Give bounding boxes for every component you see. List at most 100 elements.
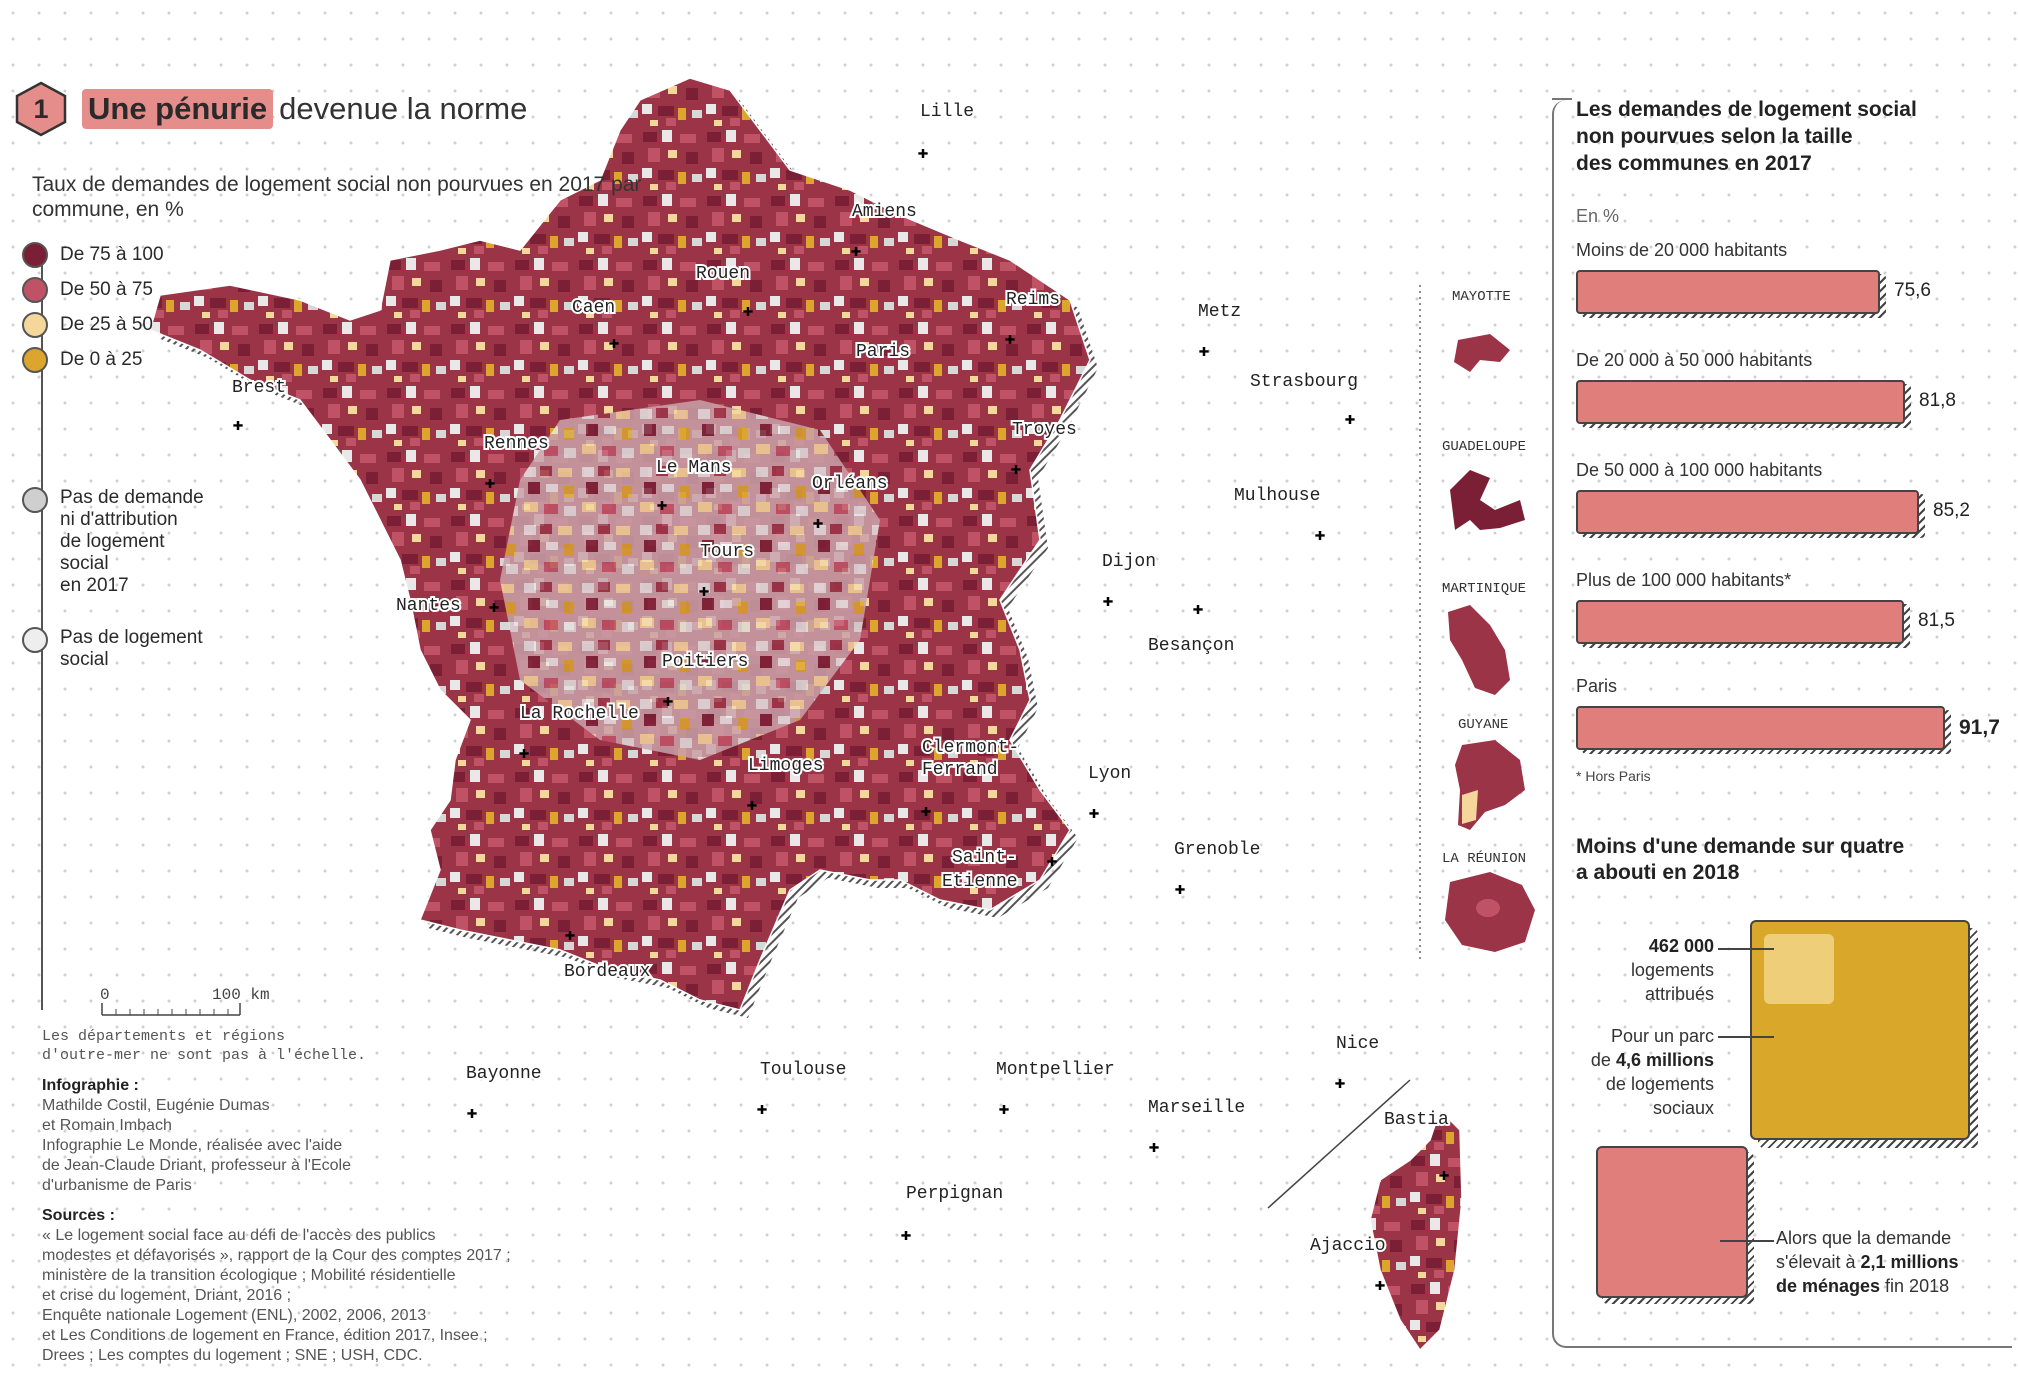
svg-text:Clermont-: Clermont- bbox=[922, 738, 1019, 758]
connector-attributed bbox=[1718, 948, 1774, 950]
attributed-label: 462 000 logements attribués bbox=[1630, 936, 1714, 1004]
city-strasbourg: Strasbourg ✚ bbox=[1248, 370, 1360, 430]
bars-unit: En % bbox=[1576, 206, 1620, 226]
svg-text:Etienne: Etienne bbox=[942, 872, 1018, 892]
overseas-guadeloupe: GUADELOUPE bbox=[1442, 439, 1526, 455]
svg-text:100 km: 100 km bbox=[212, 986, 270, 1004]
overseas-martinique: MARTINIQUE bbox=[1442, 581, 1526, 597]
svg-text:Rennes: Rennes bbox=[484, 434, 549, 454]
chart-number-badge: 1 bbox=[14, 81, 68, 137]
city-saint-etienne: Saint- Etienne ✚ bbox=[940, 846, 1058, 894]
bar-value-label: 81,8 bbox=[1919, 390, 1956, 411]
svg-text:✚: ✚ bbox=[485, 474, 496, 494]
city-rennes: Rennes ✚ bbox=[482, 432, 551, 494]
svg-text:Strasbourg: Strasbourg bbox=[1250, 372, 1358, 392]
attributed-square bbox=[1764, 934, 1834, 1004]
city-paris: Paris bbox=[854, 340, 912, 364]
svg-text:Reims: Reims bbox=[1006, 290, 1060, 310]
title-highlight: Une pénurie bbox=[82, 89, 274, 129]
svg-text:Marseille: Marseille bbox=[1148, 1098, 1245, 1118]
svg-text:Lille: Lille bbox=[920, 102, 974, 122]
city-metz: Metz ✚ bbox=[1196, 300, 1243, 362]
legend-swatch bbox=[22, 312, 48, 338]
svg-text:Toulouse: Toulouse bbox=[760, 1060, 846, 1080]
svg-text:Amiens: Amiens bbox=[852, 202, 917, 222]
city-markers: Lille ✚ Amiens ✚ Rouen ✚ Caen ✚ Reims ✚ Metz ✚… bbox=[230, 100, 1451, 1296]
bar bbox=[1576, 490, 1919, 534]
guadeloupe-shape bbox=[1450, 470, 1525, 530]
svg-text:Nantes: Nantes bbox=[396, 596, 461, 616]
svg-text:Mulhouse: Mulhouse bbox=[1234, 486, 1320, 506]
svg-text:Bayonne: Bayonne bbox=[466, 1064, 542, 1084]
svg-text:✚: ✚ bbox=[609, 334, 620, 354]
bar-category-label: De 20 000 à 50 000 habitants bbox=[1576, 350, 1813, 370]
svg-text:✚: ✚ bbox=[1199, 342, 1210, 362]
svg-text:✚: ✚ bbox=[1089, 804, 1100, 824]
svg-text:Ajaccio: Ajaccio bbox=[1310, 1236, 1386, 1256]
city-grenoble: Grenoble ✚ bbox=[1172, 838, 1262, 900]
svg-text:Poitiers: Poitiers bbox=[662, 652, 748, 672]
city-bayonne: Bayonne ✚ bbox=[464, 1062, 544, 1124]
svg-text:✚: ✚ bbox=[233, 416, 244, 436]
svg-text:Tours: Tours bbox=[700, 542, 754, 562]
legend-swatch bbox=[22, 242, 48, 268]
overseas-mayotte: MAYOTTE bbox=[1452, 289, 1511, 305]
city-toulouse: Toulouse ✚ bbox=[757, 1058, 849, 1120]
svg-text:✚: ✚ bbox=[1005, 330, 1016, 350]
city-dijon: Dijon ✚ bbox=[1100, 550, 1158, 612]
city-mulhouse: Mulhouse ✚ bbox=[1232, 484, 1326, 546]
svg-text:Troyes: Troyes bbox=[1012, 420, 1077, 440]
svg-text:Brest: Brest bbox=[232, 378, 286, 398]
city-orleans: Orléans ✚ bbox=[810, 472, 890, 534]
mayotte-shape bbox=[1454, 334, 1510, 372]
france-map: MAYOTTE GUADELOUPE MARTINIQUE GUYANE LA … bbox=[149, 77, 1535, 1352]
svg-text:Dijon: Dijon bbox=[1102, 552, 1156, 572]
svg-text:✚: ✚ bbox=[489, 598, 500, 618]
svg-text:✚: ✚ bbox=[918, 144, 929, 164]
bar-category-label: Paris bbox=[1576, 676, 1618, 696]
city-tours: Tours ✚ bbox=[698, 540, 756, 602]
bar bbox=[1576, 600, 1904, 644]
bar-category-label: Plus de 100 000 habitants* bbox=[1576, 570, 1792, 590]
bar-category-label: De 50 000 à 100 000 habitants bbox=[1576, 460, 1823, 480]
city-bastia: Bastia ✚ bbox=[1382, 1108, 1451, 1186]
demand-square bbox=[1596, 1146, 1748, 1298]
svg-text:Nice: Nice bbox=[1336, 1034, 1379, 1054]
connector-stock bbox=[1718, 1036, 1774, 1038]
scale-note: Les départements et régions d'outre-mer … bbox=[42, 1028, 367, 1064]
svg-text:Bastia: Bastia bbox=[1384, 1110, 1449, 1130]
svg-text:✚: ✚ bbox=[921, 802, 932, 822]
svg-text:Saint-: Saint- bbox=[952, 848, 1017, 868]
city-montpellier: Montpellier ✚ bbox=[994, 1058, 1117, 1120]
svg-text:✚: ✚ bbox=[657, 496, 668, 516]
city-ajaccio: Ajaccio ✚ bbox=[1308, 1234, 1388, 1296]
bars-title: Les demandes de logement social non pour… bbox=[1576, 98, 1917, 175]
bar-value-label: 75,6 bbox=[1894, 280, 1931, 301]
svg-text:✚: ✚ bbox=[565, 926, 576, 946]
legend-swatch bbox=[22, 487, 48, 513]
svg-text:Montpellier: Montpellier bbox=[996, 1060, 1115, 1080]
city-nantes: Nantes ✚ bbox=[394, 594, 500, 618]
city-clermont-ferrand: Clermont-Ferrand ✚ bbox=[920, 736, 1021, 822]
svg-text:La Rochelle: La Rochelle bbox=[520, 704, 639, 724]
svg-text:Le Mans: Le Mans bbox=[656, 458, 732, 478]
demand-label: Alors que la demande s'élevait à 2,1 mil… bbox=[1776, 1228, 1959, 1296]
svg-text:✚: ✚ bbox=[1047, 852, 1058, 872]
svg-text:Paris: Paris bbox=[856, 342, 910, 362]
svg-text:Perpignan: Perpignan bbox=[906, 1184, 1003, 1204]
svg-text:✚: ✚ bbox=[851, 242, 862, 262]
svg-text:✚: ✚ bbox=[743, 302, 754, 322]
city-nice: Nice ✚ bbox=[1334, 1032, 1381, 1094]
bar-value-label: 85,2 bbox=[1933, 500, 1970, 521]
legend-title: Taux de demandes de logement social non … bbox=[32, 173, 642, 221]
city-brest: Brest ✚ bbox=[230, 376, 288, 436]
legend-item-50-75: De 50 à 75 bbox=[22, 277, 153, 303]
svg-text:✚: ✚ bbox=[699, 582, 710, 602]
svg-text:Caen: Caen bbox=[572, 298, 615, 318]
bars-footnote: * Hors Paris bbox=[1576, 768, 1651, 784]
bar-value-label: 91,7 bbox=[1959, 716, 2000, 739]
overseas-guyane: GUYANE bbox=[1458, 717, 1508, 733]
city-troyes: Troyes ✚ bbox=[1010, 418, 1079, 480]
legend-item-no-demand: Pas de demande ni d'attribution de logem… bbox=[22, 487, 204, 597]
svg-text:Grenoble: Grenoble bbox=[1174, 840, 1260, 860]
